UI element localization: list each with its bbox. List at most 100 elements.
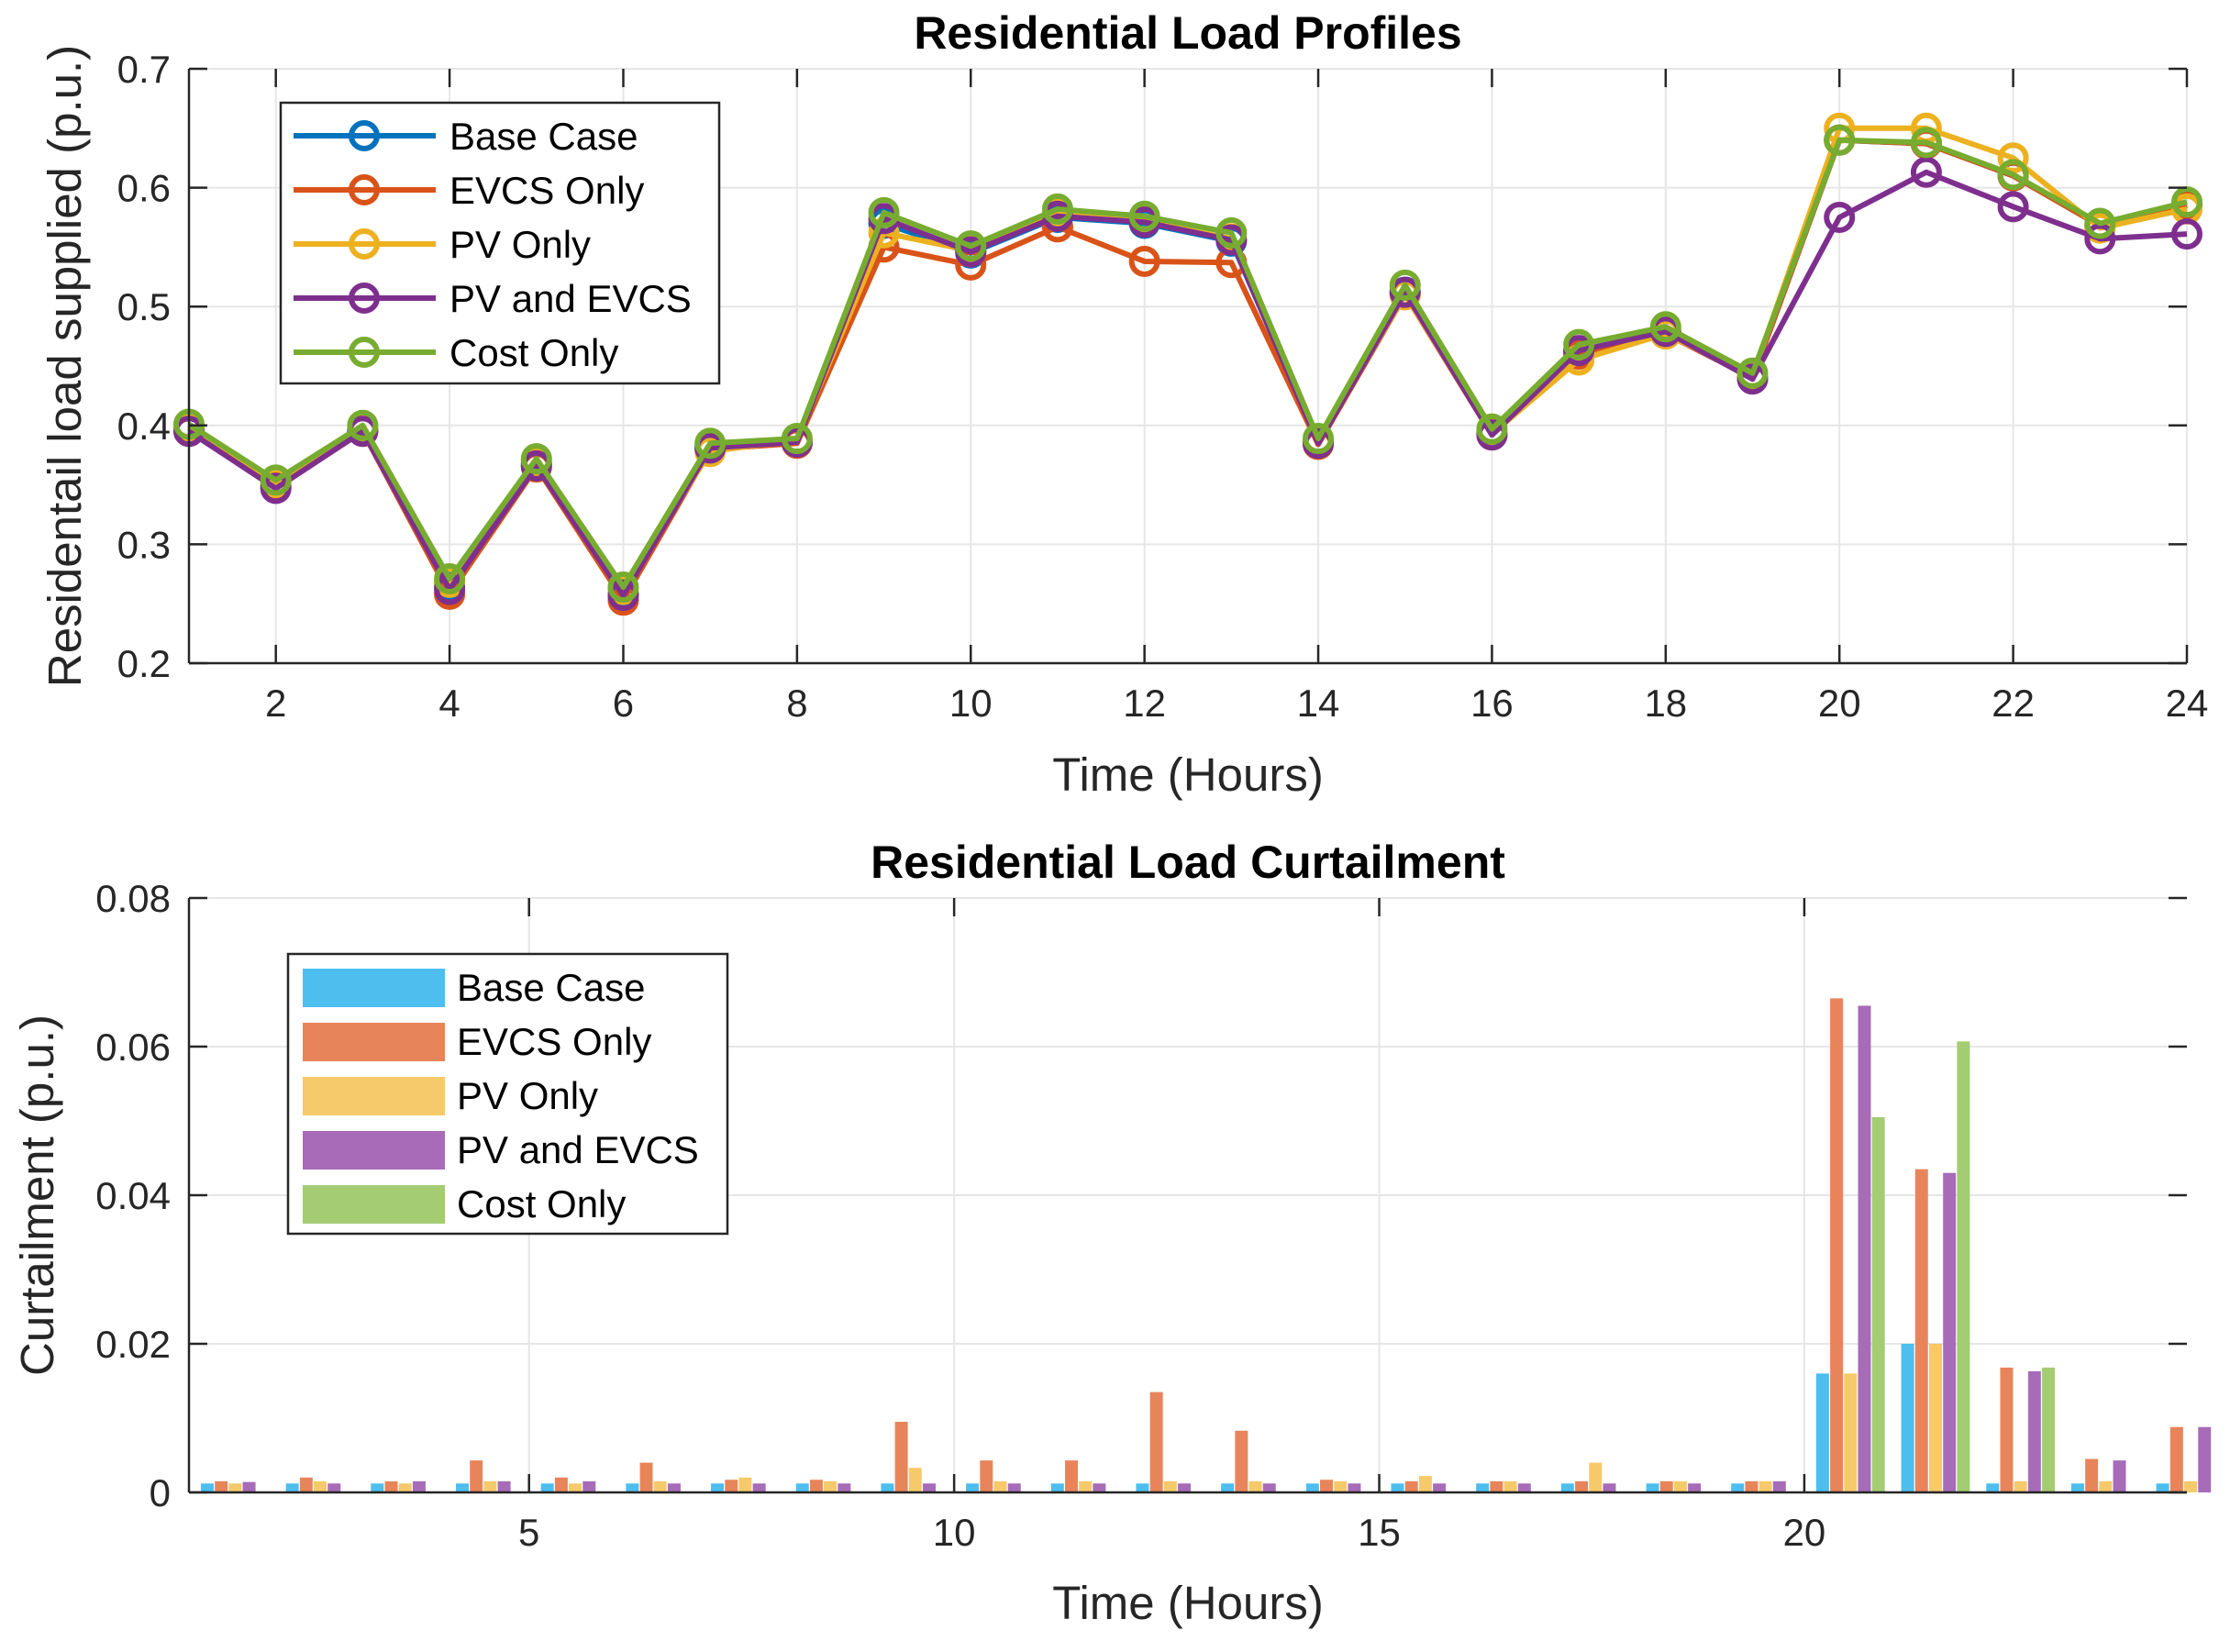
legend-marker — [349, 120, 380, 151]
y-tick-label: 0.7 — [117, 48, 171, 91]
bar — [993, 1480, 1007, 1492]
x-tick-label: 12 — [1123, 682, 1166, 725]
bar — [1093, 1483, 1106, 1492]
bar — [1772, 1480, 1786, 1492]
bar — [908, 1468, 922, 1492]
bar — [2184, 1480, 2198, 1492]
bar — [285, 1483, 299, 1492]
bar — [1334, 1480, 1348, 1492]
bar — [2070, 1483, 2084, 1492]
legend-swatch — [303, 1185, 445, 1224]
bar — [299, 1477, 313, 1492]
data-series — [200, 998, 2212, 1492]
y-tick-label: 0.06 — [95, 1026, 171, 1069]
bar — [1560, 1483, 1574, 1492]
bar — [1050, 1483, 1064, 1492]
data-point — [1476, 413, 1508, 445]
data-point — [868, 196, 900, 228]
bar — [881, 1483, 894, 1492]
data-point — [1389, 269, 1421, 301]
bar — [456, 1483, 470, 1492]
bar — [1248, 1480, 1262, 1492]
data-point — [2084, 207, 2116, 239]
data-point — [1997, 191, 2029, 223]
data-point — [1910, 156, 1942, 188]
data-point — [1997, 159, 2029, 191]
bar — [327, 1483, 341, 1492]
bar — [1064, 1460, 1078, 1492]
legend-item-base-case: Base Case — [303, 966, 645, 1009]
bar — [1433, 1483, 1447, 1492]
legend-swatch — [303, 969, 445, 1007]
bar — [1943, 1172, 1957, 1492]
bar — [554, 1477, 568, 1492]
bar — [1646, 1483, 1659, 1492]
legend-label: Base Case — [449, 115, 638, 158]
bar — [483, 1480, 497, 1492]
bar — [894, 1422, 908, 1492]
bar — [1235, 1430, 1248, 1492]
bar — [1830, 998, 1844, 1492]
legend-item-pv-only: PV Only — [294, 223, 591, 266]
tick-labels: 5 10 15 20 0 0.02 0.04 0.06 0.08 — [95, 877, 1825, 1554]
data-point — [1824, 124, 1856, 156]
bar — [824, 1480, 838, 1492]
bar — [1404, 1480, 1418, 1492]
series-line — [187, 169, 2188, 599]
data-point — [1128, 200, 1160, 232]
bar — [371, 1483, 384, 1492]
data-point — [2171, 218, 2202, 250]
bar — [242, 1481, 256, 1492]
bar — [1136, 1483, 1149, 1492]
data-point — [1649, 311, 1681, 343]
legend-marker — [349, 283, 380, 314]
series-pv-only — [228, 1344, 2198, 1492]
bar — [1901, 1344, 1914, 1492]
x-tick-label: 15 — [1358, 1511, 1401, 1554]
data-point — [520, 443, 552, 475]
bar — [980, 1460, 993, 1492]
series-cost-only — [173, 124, 2202, 604]
bar — [923, 1483, 937, 1492]
legend-swatch — [303, 1131, 445, 1170]
bar — [2014, 1480, 2027, 1492]
bar — [1986, 1483, 2000, 1492]
bar — [725, 1480, 738, 1492]
bar — [1731, 1483, 1745, 1492]
x-tick-label: 10 — [949, 682, 993, 725]
bar — [412, 1480, 426, 1492]
bar — [2113, 1460, 2126, 1492]
bar — [1262, 1483, 1276, 1492]
x-tick-label: 20 — [1783, 1511, 1826, 1554]
bar — [1178, 1483, 1192, 1492]
bar — [1871, 1116, 1885, 1492]
bar — [2198, 1426, 2212, 1492]
x-tick-label: 20 — [1818, 682, 1861, 725]
bar — [1221, 1483, 1235, 1492]
legend-label: EVCS Only — [449, 169, 644, 212]
legend-marker — [349, 228, 380, 260]
x-tick-label: 4 — [438, 682, 460, 725]
legend-item-cost-only: Cost Only — [303, 1182, 626, 1225]
y-tick-label: 0.5 — [117, 285, 171, 328]
bar — [215, 1480, 228, 1492]
axes — [187, 896, 2187, 1494]
bar — [2156, 1483, 2169, 1492]
bar — [2000, 1367, 2014, 1492]
data-point — [2171, 186, 2202, 218]
series-pv-and-evcs — [242, 1005, 2212, 1492]
data-point — [1563, 328, 1595, 360]
legend-label: PV and EVCS — [457, 1128, 699, 1171]
bar — [1320, 1480, 1334, 1492]
bar — [1007, 1483, 1021, 1492]
bar — [738, 1477, 752, 1492]
bar — [1163, 1480, 1177, 1492]
legend-item-evcs-only: EVCS Only — [303, 1020, 651, 1063]
bar — [1589, 1462, 1603, 1492]
legend-item-pv-and-evcs: PV and EVCS — [303, 1128, 699, 1171]
bar — [1844, 1373, 1858, 1492]
x-axis-label: Time (Hours) — [1052, 1577, 1324, 1629]
bar — [384, 1480, 398, 1492]
series-base-case — [200, 1344, 2169, 1492]
legend-swatch — [303, 1023, 445, 1061]
